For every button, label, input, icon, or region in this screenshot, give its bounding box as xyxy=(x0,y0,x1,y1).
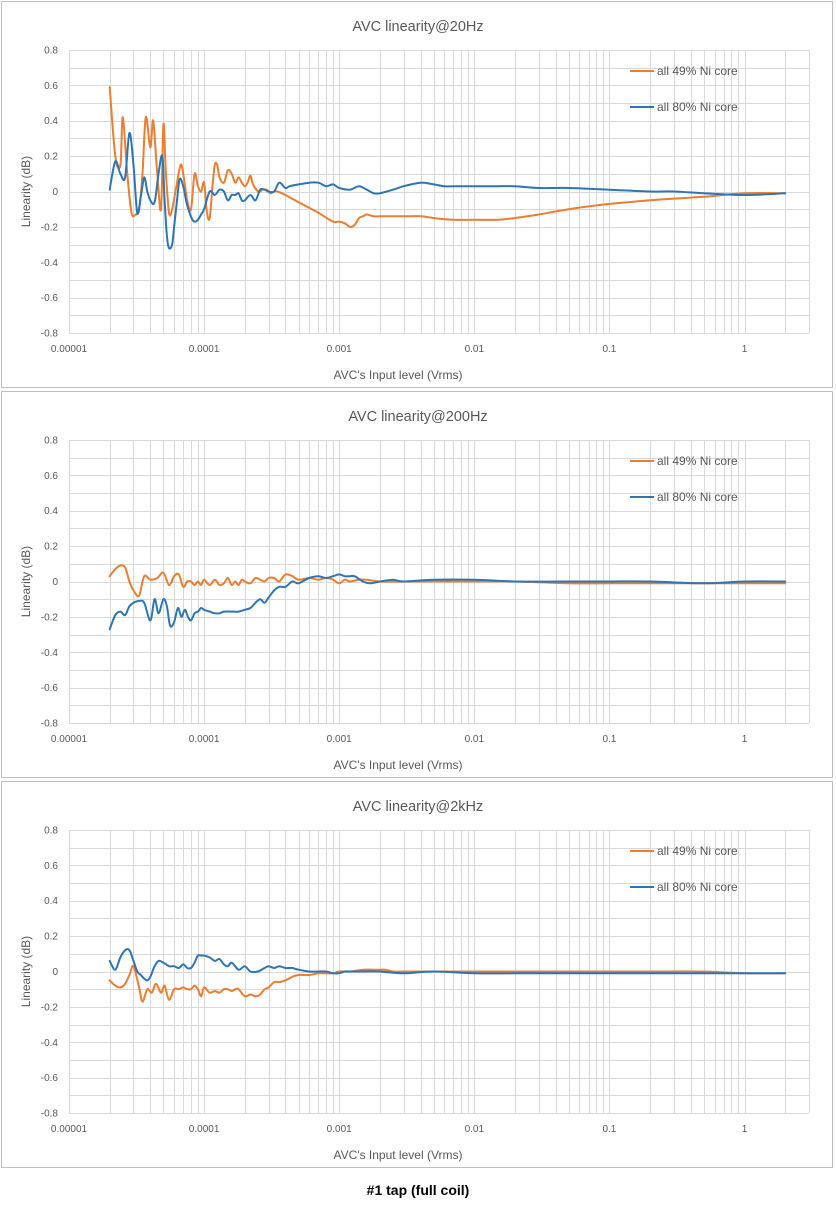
x-tick-label: 1 xyxy=(742,734,748,745)
y-tick-label: -0.6 xyxy=(41,683,59,694)
y-tick-label: 0.4 xyxy=(44,116,58,127)
figure-caption: #1 tap (full coil) xyxy=(366,1182,470,1198)
y-tick-label: 0.8 xyxy=(44,436,58,447)
x-tick-label: 0.01 xyxy=(465,734,485,745)
legend-label: all 80% Ni core xyxy=(657,880,738,894)
series-line-80-ni xyxy=(108,132,787,250)
gridlines xyxy=(69,50,810,334)
chart-panel-200hz: AVC linearity@200Hz 0.8 0.6 0.4 0.2 0 -0.2 -0.4… xyxy=(1,391,833,778)
chart-panel-2khz: AVC linearity@2kHz 0.8 0.6 0.4 0.2 0 -0.2 -0.4 -… xyxy=(1,781,833,1168)
y-tick-label: 0.8 xyxy=(44,46,58,57)
y-tick-label: 0.2 xyxy=(44,152,58,163)
legend-label: all 49% Ni core xyxy=(657,844,738,858)
x-tick-label: 0.01 xyxy=(465,344,485,355)
y-tick-label: -0.2 xyxy=(41,1002,59,1013)
x-tick-label: 0.00001 xyxy=(51,1124,88,1135)
x-tick-label: 1 xyxy=(742,344,748,355)
series-line-80-ni xyxy=(108,573,787,631)
x-axis-label: AVC's Input level (Vrms) xyxy=(334,1148,463,1162)
chart-2khz: AVC linearity@2kHz 0.8 0.6 0.4 0.2 0 -0.2 -0.4 -… xyxy=(19,799,810,1162)
series-line-49-ni xyxy=(108,564,787,598)
x-tick-label: 0.0001 xyxy=(189,734,220,745)
legend-label: all 80% Ni core xyxy=(657,490,738,504)
x-tick-label: 1 xyxy=(742,1124,748,1135)
chart-20hz: AVC linearity@20Hz 0.8 0.6 0.4 0.2 0 -0.2 -0.4 -… xyxy=(19,19,810,382)
x-tick-label: 0.001 xyxy=(327,344,352,355)
y-tick-label: -0.4 xyxy=(41,258,59,269)
y-tick-label: -0.8 xyxy=(41,719,59,730)
y-tick-label: 0.6 xyxy=(44,81,58,92)
y-tick-label: 0.8 xyxy=(44,826,58,837)
x-tick-label: 0.00001 xyxy=(51,734,88,745)
x-axis-label: AVC's Input level (Vrms) xyxy=(334,758,463,772)
y-tick-label: -0.6 xyxy=(41,293,59,304)
y-tick-label: 0.4 xyxy=(44,896,58,907)
legend-label: all 49% Ni core xyxy=(657,64,738,78)
x-tick-label: 0.01 xyxy=(465,1124,485,1135)
chart-title: AVC linearity@2kHz xyxy=(353,799,484,815)
series-line-49-ni xyxy=(108,86,787,228)
x-tick-label: 0.1 xyxy=(602,344,616,355)
y-tick-label: 0 xyxy=(52,577,58,588)
series-line-80-ni xyxy=(108,948,787,982)
y-tick-label: -0.4 xyxy=(41,1038,59,1049)
y-tick-label: 0.2 xyxy=(44,932,58,943)
chart-title: AVC linearity@20Hz xyxy=(352,19,483,35)
y-tick-label: -0.8 xyxy=(41,329,59,340)
chart-panel-20hz: AVC linearity@20Hz 0.8 0.6 0.4 0.2 0 -0.2 -0.4 -… xyxy=(1,1,833,388)
x-tick-label: 0.001 xyxy=(327,1124,352,1135)
chart-title: AVC linearity@200Hz xyxy=(348,409,487,425)
series-line-49-ni xyxy=(108,964,787,1003)
y-axis-label: Linearity (dB) xyxy=(19,936,33,1007)
y-tick-label: 0 xyxy=(52,187,58,198)
y-tick-label: 0.2 xyxy=(44,542,58,553)
x-tick-label: 0.0001 xyxy=(189,344,220,355)
y-tick-label: 0 xyxy=(52,967,58,978)
x-axis-label: AVC's Input level (Vrms) xyxy=(334,368,463,382)
y-tick-label: 0.4 xyxy=(44,506,58,517)
y-tick-label: -0.4 xyxy=(41,648,59,659)
legend-label: all 80% Ni core xyxy=(657,100,738,114)
y-tick-label: -0.2 xyxy=(41,612,59,623)
x-tick-label: 0.1 xyxy=(602,734,616,745)
x-tick-label: 0.00001 xyxy=(51,344,88,355)
y-tick-label: 0.6 xyxy=(44,861,58,872)
x-tick-label: 0.1 xyxy=(602,1124,616,1135)
y-axis-label: Linearity (dB) xyxy=(19,156,33,227)
legend-label: all 49% Ni core xyxy=(657,454,738,468)
y-tick-label: -0.2 xyxy=(41,222,59,233)
x-tick-label: 0.0001 xyxy=(189,1124,220,1135)
chart-200hz: AVC linearity@200Hz 0.8 0.6 0.4 0.2 0 -0.2 -0.4… xyxy=(19,409,810,772)
y-axis-label: Linearity (dB) xyxy=(19,546,33,617)
x-tick-label: 0.001 xyxy=(327,734,352,745)
y-tick-label: -0.8 xyxy=(41,1109,59,1120)
y-tick-label: 0.6 xyxy=(44,471,58,482)
y-tick-label: -0.6 xyxy=(41,1073,59,1084)
